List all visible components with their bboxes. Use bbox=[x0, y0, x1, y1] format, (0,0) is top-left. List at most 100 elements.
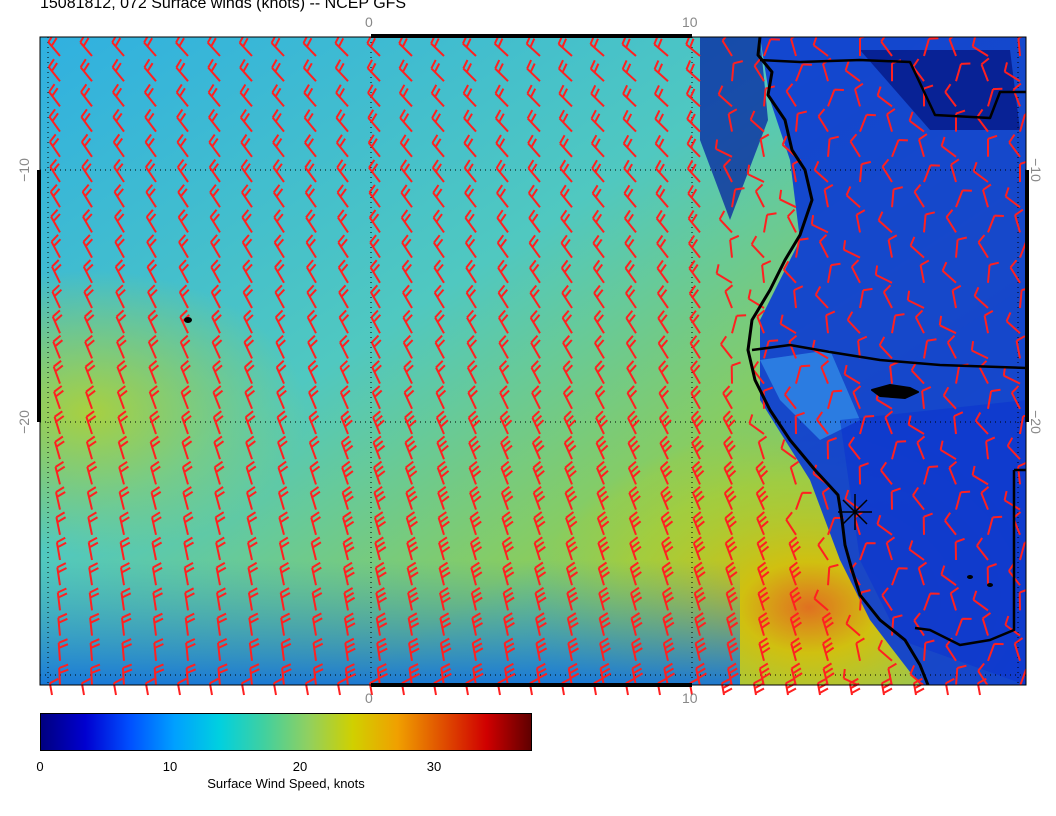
wind-barb bbox=[987, 261, 1000, 283]
wind-barb bbox=[912, 486, 925, 511]
wind-barb bbox=[1004, 187, 1021, 208]
wind-barb bbox=[714, 139, 733, 158]
wind-barb bbox=[763, 212, 777, 233]
wind-barb bbox=[49, 158, 61, 183]
wind-barb bbox=[631, 637, 643, 662]
wind-barb bbox=[499, 385, 510, 410]
wind-barb bbox=[430, 37, 445, 57]
wind-barb bbox=[120, 587, 132, 611]
wind-barb bbox=[591, 184, 605, 208]
wind-barb bbox=[726, 612, 739, 636]
wind-barb bbox=[439, 612, 452, 636]
wind-barb bbox=[595, 410, 608, 435]
wind-barb bbox=[1010, 385, 1021, 410]
wind-barb bbox=[972, 161, 989, 183]
wind-barb bbox=[625, 310, 637, 334]
wind-barb bbox=[761, 260, 772, 283]
wind-barb bbox=[923, 211, 936, 233]
wind-barb bbox=[341, 460, 354, 485]
wind-barb bbox=[112, 83, 125, 108]
wind-barb bbox=[1009, 259, 1021, 284]
wind-barb bbox=[54, 460, 66, 485]
wind-barb bbox=[242, 284, 254, 309]
wind-barb bbox=[731, 314, 747, 334]
wind-barb bbox=[277, 486, 289, 510]
wind-barb bbox=[116, 360, 128, 384]
wind-barb bbox=[982, 183, 992, 208]
wind-barb bbox=[891, 440, 907, 460]
wind-barb bbox=[526, 59, 541, 82]
wind-barb bbox=[406, 561, 419, 586]
wind-barb bbox=[727, 662, 739, 685]
wind-barb bbox=[184, 587, 195, 611]
wind-barb bbox=[559, 184, 573, 208]
wind-barb bbox=[1014, 208, 1024, 233]
wind-barb bbox=[859, 113, 876, 132]
wind-barb bbox=[692, 486, 705, 510]
wind-barb bbox=[788, 536, 801, 561]
wind-barb bbox=[980, 486, 990, 510]
wind-barb bbox=[858, 462, 869, 485]
wind-barb bbox=[366, 59, 381, 82]
wind-barb bbox=[273, 209, 285, 233]
wind-barb bbox=[887, 234, 898, 258]
wind-barb bbox=[654, 109, 669, 133]
wind-barb bbox=[627, 410, 640, 435]
wind-barb bbox=[271, 109, 285, 133]
wind-barb bbox=[688, 285, 701, 309]
wind-barb bbox=[821, 486, 832, 510]
wind-barb bbox=[820, 360, 830, 384]
wind-barb bbox=[717, 85, 733, 108]
wind-barb bbox=[880, 37, 893, 57]
wind-barb bbox=[630, 612, 643, 636]
wind-barb bbox=[891, 567, 908, 586]
wind-barb bbox=[496, 184, 509, 208]
wind-barb bbox=[398, 84, 413, 108]
wind-barb bbox=[566, 612, 579, 636]
wind-barb bbox=[244, 410, 256, 435]
wind-barb bbox=[752, 677, 765, 696]
wind-barb bbox=[940, 136, 957, 158]
wind-barb bbox=[337, 259, 349, 284]
wind-barb bbox=[560, 209, 573, 234]
wind-barb bbox=[117, 435, 129, 460]
wind-barb bbox=[1006, 437, 1021, 460]
wind-barb bbox=[812, 37, 829, 57]
wind-barb bbox=[1005, 312, 1021, 334]
wind-barb bbox=[596, 511, 610, 536]
wind-barb bbox=[438, 561, 451, 586]
wind-barb bbox=[344, 637, 356, 661]
wind-barb bbox=[923, 338, 937, 359]
wind-barb bbox=[119, 511, 130, 536]
wind-barb bbox=[596, 460, 609, 485]
wind-barb bbox=[496, 209, 509, 233]
wind-barb bbox=[114, 234, 125, 259]
wind-barb bbox=[563, 435, 577, 460]
wind-barb bbox=[211, 309, 222, 334]
wind-barb bbox=[630, 586, 643, 611]
wind-barb bbox=[89, 612, 100, 636]
wind-barb bbox=[755, 460, 769, 485]
lon-tick-label-top-0: 0 bbox=[365, 14, 373, 30]
wind-barb bbox=[955, 664, 967, 685]
wind-barb bbox=[247, 587, 259, 611]
wind-barb bbox=[622, 109, 637, 133]
wind-barb bbox=[784, 677, 797, 696]
wind-barb bbox=[400, 184, 413, 208]
wind-barb bbox=[626, 360, 637, 385]
wind-barb bbox=[987, 134, 998, 157]
lat-lon-grid bbox=[40, 37, 1026, 685]
wind-barb bbox=[341, 486, 354, 510]
wind-barb bbox=[731, 60, 744, 82]
wind-barb bbox=[311, 561, 322, 586]
wind-barb bbox=[944, 512, 957, 536]
wind-barb bbox=[723, 486, 737, 510]
wind-barb bbox=[115, 284, 126, 309]
wind-barb bbox=[185, 663, 197, 685]
wind-barb bbox=[845, 614, 861, 637]
wind-barb bbox=[955, 236, 968, 258]
wind-barb bbox=[81, 183, 93, 208]
wind-barb bbox=[757, 612, 771, 636]
wind-barb bbox=[789, 460, 800, 485]
wind-barb bbox=[723, 460, 737, 485]
